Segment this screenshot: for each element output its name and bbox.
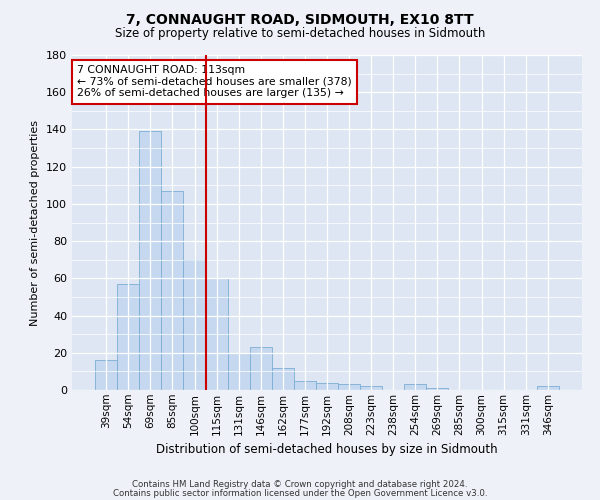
Text: Contains public sector information licensed under the Open Government Licence v3: Contains public sector information licen… xyxy=(113,489,487,498)
Bar xyxy=(227,353,250,390)
Bar xyxy=(294,380,316,390)
Text: 7, CONNAUGHT ROAD, SIDMOUTH, EX10 8TT: 7, CONNAUGHT ROAD, SIDMOUTH, EX10 8TT xyxy=(126,12,474,26)
Bar xyxy=(206,278,227,390)
Bar xyxy=(117,284,139,390)
Y-axis label: Number of semi-detached properties: Number of semi-detached properties xyxy=(31,120,40,326)
Bar xyxy=(316,382,338,390)
Bar xyxy=(95,360,117,390)
Bar xyxy=(338,384,360,390)
Bar xyxy=(161,191,184,390)
Bar xyxy=(184,260,206,390)
Bar xyxy=(427,388,448,390)
Bar xyxy=(250,347,272,390)
Bar xyxy=(404,384,427,390)
Bar xyxy=(139,132,161,390)
Text: Size of property relative to semi-detached houses in Sidmouth: Size of property relative to semi-detach… xyxy=(115,28,485,40)
Bar xyxy=(537,386,559,390)
Text: 7 CONNAUGHT ROAD: 113sqm
← 73% of semi-detached houses are smaller (378)
26% of : 7 CONNAUGHT ROAD: 113sqm ← 73% of semi-d… xyxy=(77,65,352,98)
Text: Contains HM Land Registry data © Crown copyright and database right 2024.: Contains HM Land Registry data © Crown c… xyxy=(132,480,468,489)
Bar xyxy=(360,386,382,390)
Bar xyxy=(272,368,294,390)
X-axis label: Distribution of semi-detached houses by size in Sidmouth: Distribution of semi-detached houses by … xyxy=(156,443,498,456)
